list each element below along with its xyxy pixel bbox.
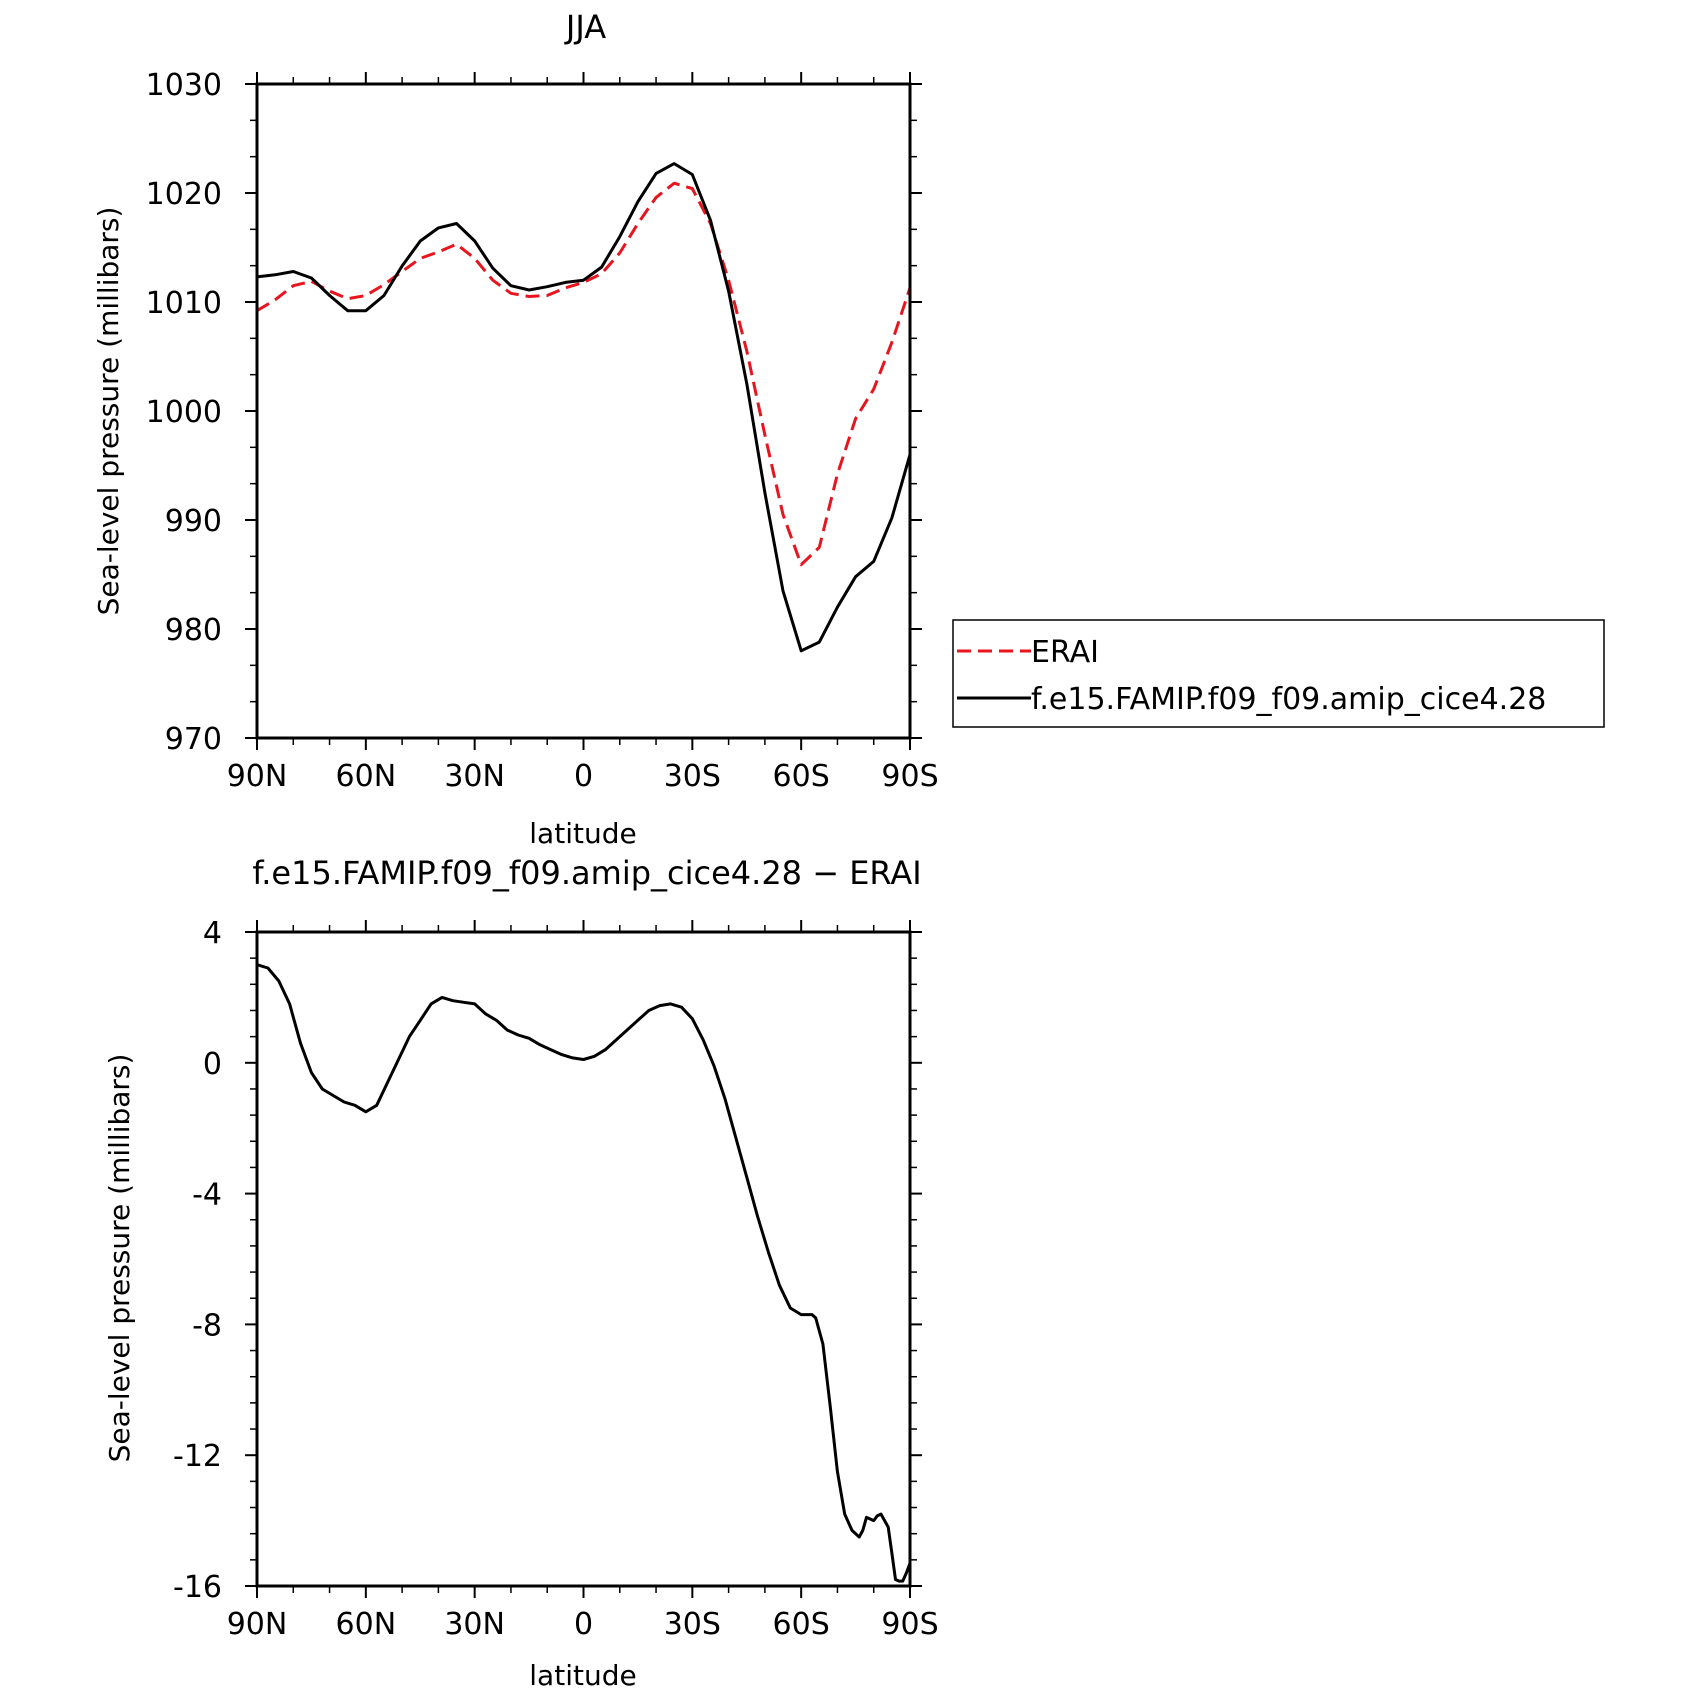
top-series-line-2 <box>256 162 912 653</box>
bottom-panel-plot-frame <box>255 930 912 1588</box>
bottom-y-tick-label: -8 <box>192 1308 222 1343</box>
legend: ERAI f.e15.FAMIP.f09_f09.amip_cice4.28 <box>952 619 1605 728</box>
top-x-tick-label: 30N <box>444 759 505 794</box>
bottom-x-tick-label: 90N <box>227 1607 288 1642</box>
bottom-y-tick-label: -4 <box>192 1178 222 1213</box>
top-y-tick-label: 1020 <box>146 177 222 212</box>
top-x-tick-label: 60S <box>773 759 830 794</box>
top-x-tick-label: 90N <box>227 759 288 794</box>
bottom-series-line-1 <box>256 963 912 1583</box>
bottom-panel-ticks <box>245 920 922 1598</box>
bottom-x-tick-label: 60S <box>773 1607 830 1642</box>
bottom-panel: f.e15.FAMIP.f09_f09.amip_cice4.28 − ERAI… <box>103 854 939 1691</box>
top-x-tick-label: 0 <box>574 759 593 794</box>
bottom-panel-x-axis-label: latitude <box>529 1659 636 1691</box>
bottom-y-tick-label: 0 <box>203 1047 222 1082</box>
top-panel: JJA 90N 60N 30N 0 30S 60S 90S 970 980 990 1000 1010… <box>92 8 1605 850</box>
bottom-y-tick-label: -16 <box>173 1570 222 1605</box>
legend-box <box>952 619 1605 728</box>
top-x-tick-label: 30S <box>664 759 721 794</box>
legend-label-model: f.e15.FAMIP.f09_f09.amip_cice4.28 <box>1031 682 1546 717</box>
bottom-x-tick-label: 60N <box>336 1607 397 1642</box>
top-y-tick-label: 1030 <box>146 68 222 103</box>
top-panel-tick-labels: 90N 60N 30N 0 30S 60S 90S 970 980 990 1000 1010 1020… <box>146 68 939 794</box>
top-y-tick-label: 1010 <box>146 286 222 321</box>
bottom-y-tick-label: -12 <box>173 1439 222 1474</box>
bottom-x-tick-label: 90S <box>881 1607 938 1642</box>
top-y-tick-label: 980 <box>165 613 222 648</box>
bottom-x-tick-label: 30N <box>444 1607 505 1642</box>
legend-label-erai: ERAI <box>1031 635 1099 670</box>
bottom-panel-tick-labels: 90N 60N 30N 0 30S 60S 90S -16 -12 -8 -4 0 4 <box>173 916 939 1642</box>
top-y-tick-label: 1000 <box>146 395 222 430</box>
top-y-tick-label: 990 <box>165 504 222 539</box>
top-panel-y-axis-label: Sea-level pressure (millibars) <box>92 207 125 616</box>
bottom-y-tick-label: 4 <box>203 916 222 951</box>
top-y-tick-label: 970 <box>165 722 222 757</box>
bottom-x-tick-label: 0 <box>574 1607 593 1642</box>
top-x-tick-label: 60N <box>336 759 397 794</box>
top-panel-ticks <box>245 72 922 750</box>
bottom-panel-series <box>256 963 912 1583</box>
bottom-x-tick-label: 30S <box>664 1607 721 1642</box>
top-panel-title: JJA <box>564 8 606 46</box>
top-series-line-1 <box>256 181 912 567</box>
top-panel-x-axis-label: latitude <box>529 817 636 850</box>
bottom-panel-y-axis-label: Sea-level pressure (millibars) <box>103 1054 136 1463</box>
bottom-panel-title: f.e15.FAMIP.f09_f09.amip_cice4.28 − ERAI <box>252 854 921 892</box>
top-x-tick-label: 90S <box>881 759 938 794</box>
top-panel-plot-frame <box>255 82 912 740</box>
top-panel-series <box>256 162 912 653</box>
